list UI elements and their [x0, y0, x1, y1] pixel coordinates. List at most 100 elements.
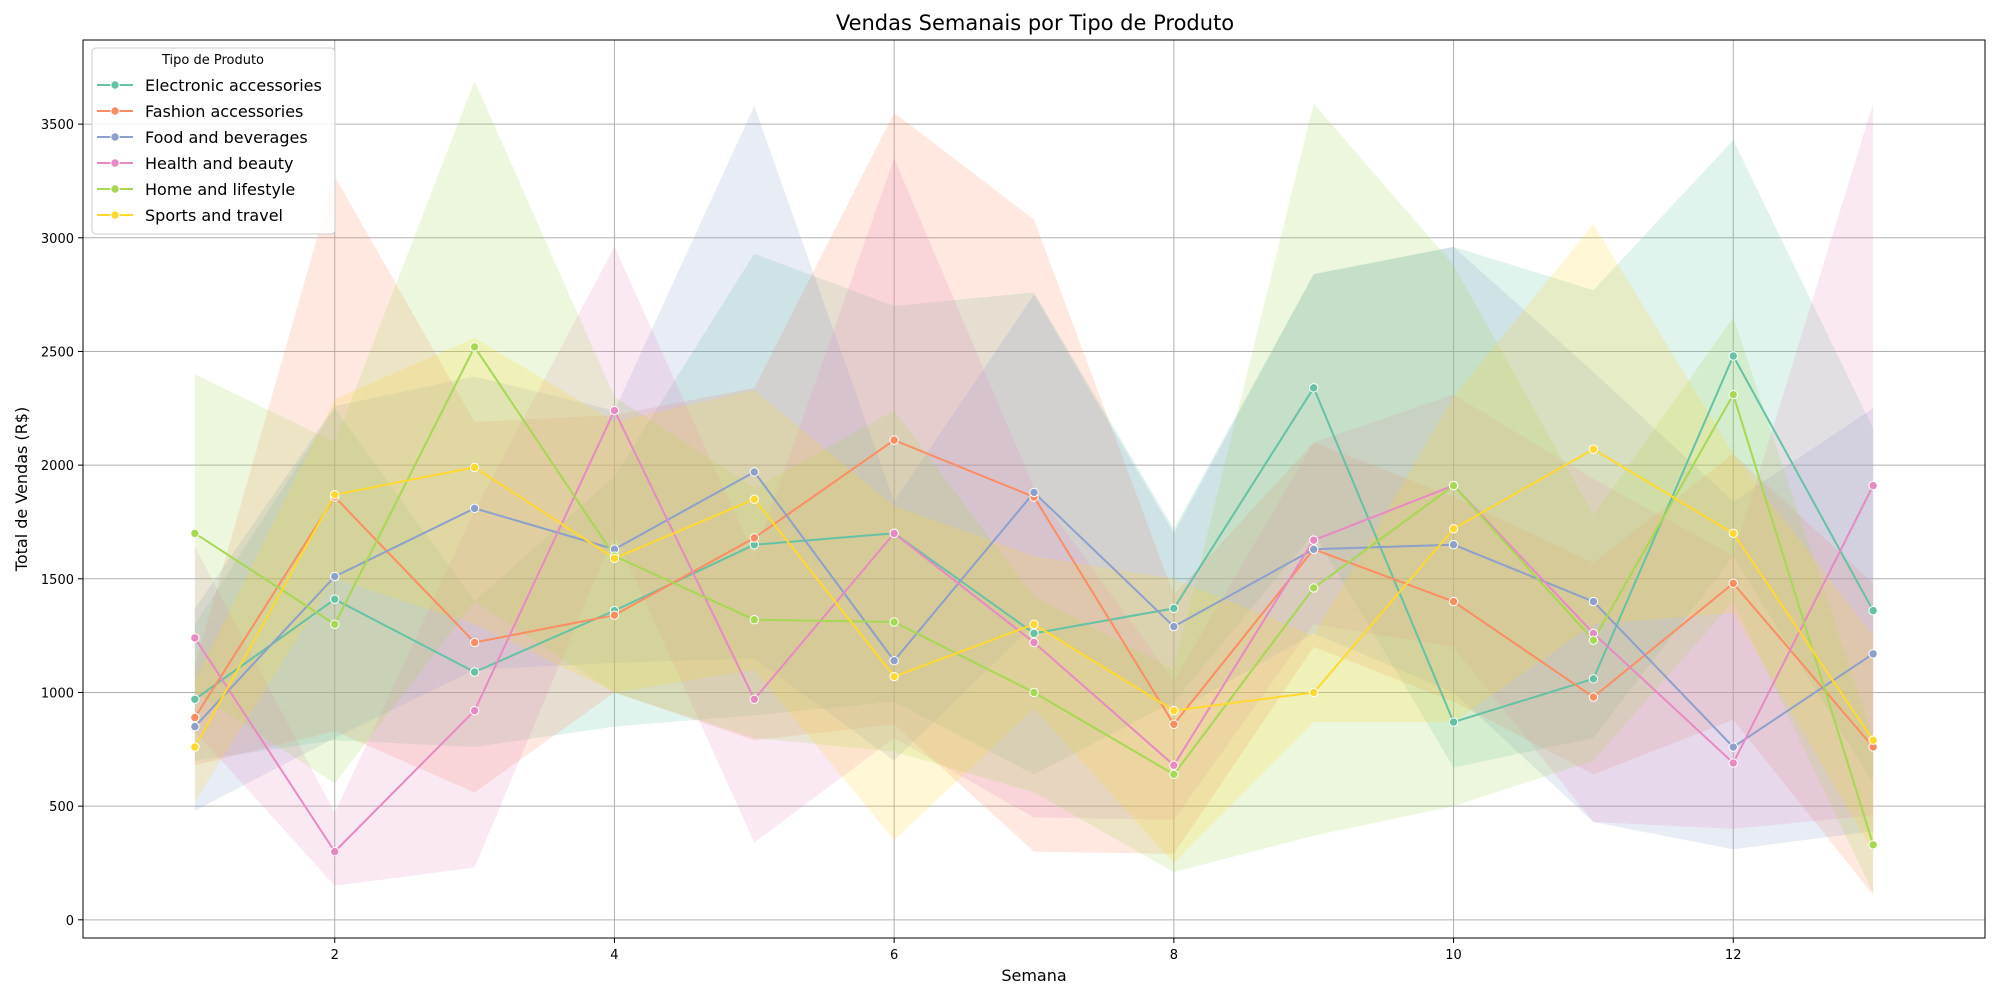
- data-point: [1448, 480, 1459, 491]
- data-point: [1029, 487, 1039, 498]
- data-point: [330, 571, 340, 582]
- data-point: [1728, 578, 1738, 589]
- x-tick-label: 4: [610, 948, 618, 963]
- data-point: [1309, 687, 1319, 698]
- series-points: [190, 342, 1878, 857]
- legend-marker: [110, 158, 120, 168]
- legend-label: Food and beverages: [145, 128, 308, 147]
- x-tick-label: 12: [1725, 948, 1742, 963]
- y-tick-label: 1500: [41, 573, 74, 588]
- x-tick-label: 8: [1170, 948, 1178, 963]
- data-point: [469, 667, 480, 677]
- data-point: [330, 489, 340, 500]
- plot-frame: [82, 39, 1986, 939]
- y-tick-label: 3000: [41, 232, 74, 247]
- data-point: [1309, 383, 1319, 393]
- x-axis-ticks: 2 4 6 8 10 12: [331, 938, 1742, 963]
- data-point: [1169, 719, 1179, 729]
- data-point: [1169, 769, 1179, 780]
- data-point: [1728, 758, 1738, 768]
- data-point: [469, 503, 480, 514]
- data-point: [609, 553, 620, 564]
- data-point: [1868, 735, 1878, 745]
- data-point: [330, 619, 340, 629]
- data-point: [889, 655, 899, 666]
- data-point: [190, 633, 200, 643]
- data-point: [1868, 605, 1878, 616]
- data-point: [1588, 444, 1599, 454]
- legend-label: Electronic accessories: [145, 76, 322, 95]
- x-tick-label: 6: [890, 948, 898, 963]
- legend: Tipo de Produto Electronic accessories Fa…: [91, 47, 336, 235]
- data-point: [1309, 544, 1319, 554]
- y-axis-ticks: 0 500 1000 1500 2000 2500 3000 3500: [41, 118, 83, 929]
- data-point: [749, 533, 759, 543]
- data-point: [190, 694, 200, 704]
- confidence-band: [194, 80, 1874, 893]
- data-point: [469, 462, 480, 473]
- confidence-band: [194, 105, 1874, 850]
- y-axis-label: Total de Vendas (R$): [12, 407, 31, 572]
- legend-title: Tipo de Produto: [161, 53, 264, 68]
- data-point: [469, 342, 480, 352]
- data-point: [1588, 635, 1599, 645]
- data-point: [1029, 687, 1039, 698]
- grid-lines: [83, 40, 1985, 938]
- data-point: [1309, 583, 1319, 593]
- data-point: [889, 617, 899, 627]
- y-tick-label: 500: [49, 800, 74, 815]
- legend-marker: [110, 132, 120, 142]
- data-point: [1309, 535, 1319, 545]
- data-point: [1728, 742, 1738, 752]
- data-point: [190, 742, 200, 752]
- legend-label: Health and beauty: [145, 154, 294, 173]
- data-point: [1169, 760, 1179, 770]
- x-tick-label: 2: [331, 948, 339, 963]
- data-point: [1728, 389, 1738, 400]
- data-point: [1588, 692, 1599, 702]
- data-point: [1448, 596, 1459, 607]
- y-tick-label: 0: [66, 914, 74, 929]
- data-point: [889, 528, 899, 539]
- legend-label: Fashion accessories: [145, 102, 303, 121]
- data-point: [330, 846, 340, 857]
- data-point: [1448, 717, 1459, 727]
- y-tick-label: 2000: [41, 459, 74, 474]
- data-point: [330, 594, 340, 604]
- y-tick-label: 3500: [41, 118, 74, 133]
- data-point: [1029, 619, 1039, 629]
- data-point: [1868, 480, 1878, 491]
- data-point: [609, 405, 620, 416]
- x-tick-label: 10: [1445, 948, 1462, 963]
- legend-items: Electronic accessories Fashion accessorie…: [97, 76, 322, 225]
- confidence-band: [194, 224, 1874, 863]
- data-point: [749, 494, 759, 504]
- data-point: [469, 637, 480, 648]
- data-point: [1728, 528, 1738, 539]
- data-point: [190, 721, 200, 732]
- data-point: [1029, 637, 1039, 648]
- legend-label: Sports and travel: [145, 206, 283, 225]
- legend-marker: [110, 210, 120, 220]
- data-point: [889, 435, 899, 445]
- data-point: [1169, 621, 1179, 632]
- data-point: [889, 671, 899, 682]
- data-point: [190, 712, 200, 723]
- data-point: [1588, 674, 1599, 684]
- data-point: [1448, 539, 1459, 550]
- data-point: [1728, 351, 1738, 361]
- data-point: [1868, 840, 1878, 850]
- confidence-band: [194, 140, 1874, 784]
- data-point: [749, 694, 759, 704]
- data-point: [190, 528, 200, 539]
- confidence-band: [194, 112, 1874, 895]
- legend-marker: [110, 80, 120, 90]
- legend-marker: [110, 106, 120, 116]
- data-point: [1029, 628, 1039, 639]
- data-point: [609, 610, 620, 620]
- chart-title: Vendas Semanais por Tipo de Produto: [836, 11, 1234, 35]
- y-tick-label: 2500: [41, 345, 74, 360]
- x-axis-label: Semana: [1001, 966, 1066, 985]
- legend-label: Home and lifestyle: [145, 180, 295, 199]
